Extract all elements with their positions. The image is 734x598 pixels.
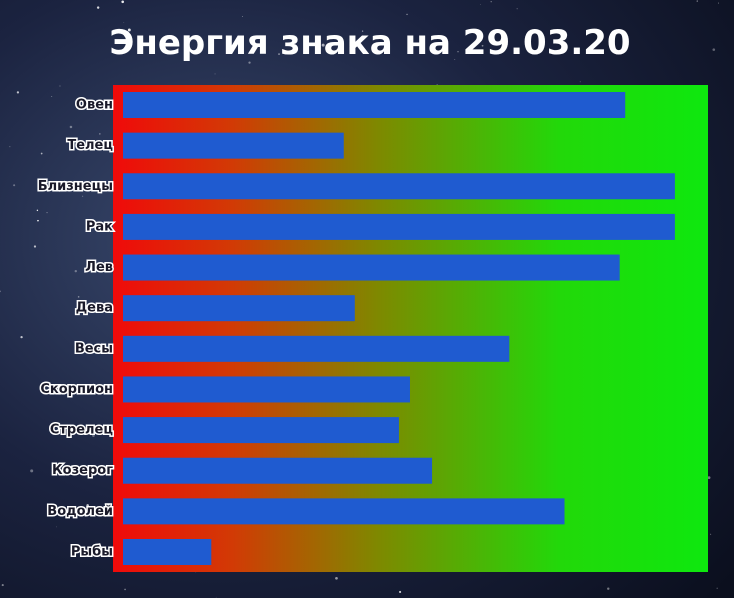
star bbox=[82, 195, 84, 197]
star bbox=[1, 584, 4, 587]
star bbox=[712, 48, 716, 51]
bar bbox=[123, 498, 565, 525]
star bbox=[96, 6, 100, 9]
star bbox=[98, 133, 101, 135]
star bbox=[59, 85, 61, 87]
star bbox=[335, 576, 338, 580]
star bbox=[716, 587, 718, 589]
star bbox=[124, 588, 126, 591]
y-tick-label: Рак bbox=[86, 219, 113, 234]
star bbox=[399, 590, 402, 594]
star bbox=[457, 50, 459, 53]
star bbox=[20, 335, 23, 339]
star bbox=[74, 269, 77, 273]
star bbox=[108, 99, 110, 101]
bar bbox=[123, 92, 626, 118]
y-tick-label: Водолей bbox=[47, 504, 113, 519]
star bbox=[214, 73, 216, 75]
star bbox=[718, 2, 720, 4]
bar bbox=[123, 335, 510, 362]
y-tick-label: Дева bbox=[76, 301, 113, 316]
y-tick-label: Весы bbox=[75, 341, 113, 356]
star bbox=[607, 587, 610, 590]
chart-title: Энергия знака на 29.03.20 bbox=[109, 23, 630, 63]
star bbox=[86, 504, 89, 507]
star bbox=[579, 81, 581, 83]
star bbox=[51, 96, 53, 97]
star bbox=[480, 4, 481, 5]
star bbox=[0, 290, 1, 293]
bar bbox=[123, 132, 344, 159]
y-tick-label: Овен bbox=[76, 98, 113, 113]
star bbox=[56, 526, 58, 528]
y-tick-label: Скорпион bbox=[40, 382, 113, 397]
star bbox=[361, 30, 364, 32]
y-tick-label: Рыбы bbox=[71, 545, 113, 560]
bar bbox=[123, 173, 675, 200]
star bbox=[9, 146, 11, 148]
bar bbox=[123, 213, 675, 240]
star bbox=[87, 264, 91, 268]
star bbox=[77, 296, 80, 298]
star bbox=[490, 1, 492, 3]
star bbox=[92, 434, 95, 437]
star bbox=[707, 476, 711, 480]
bar bbox=[123, 376, 410, 403]
star bbox=[278, 53, 280, 56]
star bbox=[123, 21, 125, 23]
star bbox=[696, 0, 698, 2]
y-tick-label: Телец bbox=[67, 138, 113, 153]
star bbox=[30, 469, 34, 473]
star bbox=[406, 13, 408, 16]
bar bbox=[123, 295, 355, 322]
y-tick-label: Близнецы bbox=[38, 179, 113, 194]
star bbox=[16, 91, 20, 94]
star bbox=[36, 209, 39, 212]
plot-area bbox=[113, 85, 708, 572]
star bbox=[215, 596, 217, 598]
star bbox=[242, 16, 244, 17]
star bbox=[121, 0, 125, 4]
star bbox=[37, 219, 39, 222]
bar bbox=[123, 254, 620, 281]
star bbox=[90, 472, 94, 476]
y-tick-label: Козерог bbox=[52, 463, 113, 478]
star bbox=[321, 43, 325, 47]
bar bbox=[123, 457, 433, 484]
star bbox=[97, 431, 100, 434]
bar bbox=[123, 539, 212, 565]
star bbox=[481, 44, 484, 47]
star bbox=[33, 245, 37, 248]
star bbox=[127, 28, 131, 32]
star bbox=[516, 8, 518, 10]
y-tick-label: Лев bbox=[85, 260, 113, 275]
y-tick-label: Стрелец bbox=[50, 423, 114, 438]
star bbox=[454, 59, 456, 60]
star bbox=[87, 184, 89, 187]
star bbox=[248, 61, 251, 64]
bar bbox=[123, 417, 399, 444]
star bbox=[40, 152, 43, 155]
star bbox=[13, 184, 16, 187]
star bbox=[710, 533, 712, 535]
star bbox=[46, 212, 48, 214]
star bbox=[69, 125, 73, 129]
